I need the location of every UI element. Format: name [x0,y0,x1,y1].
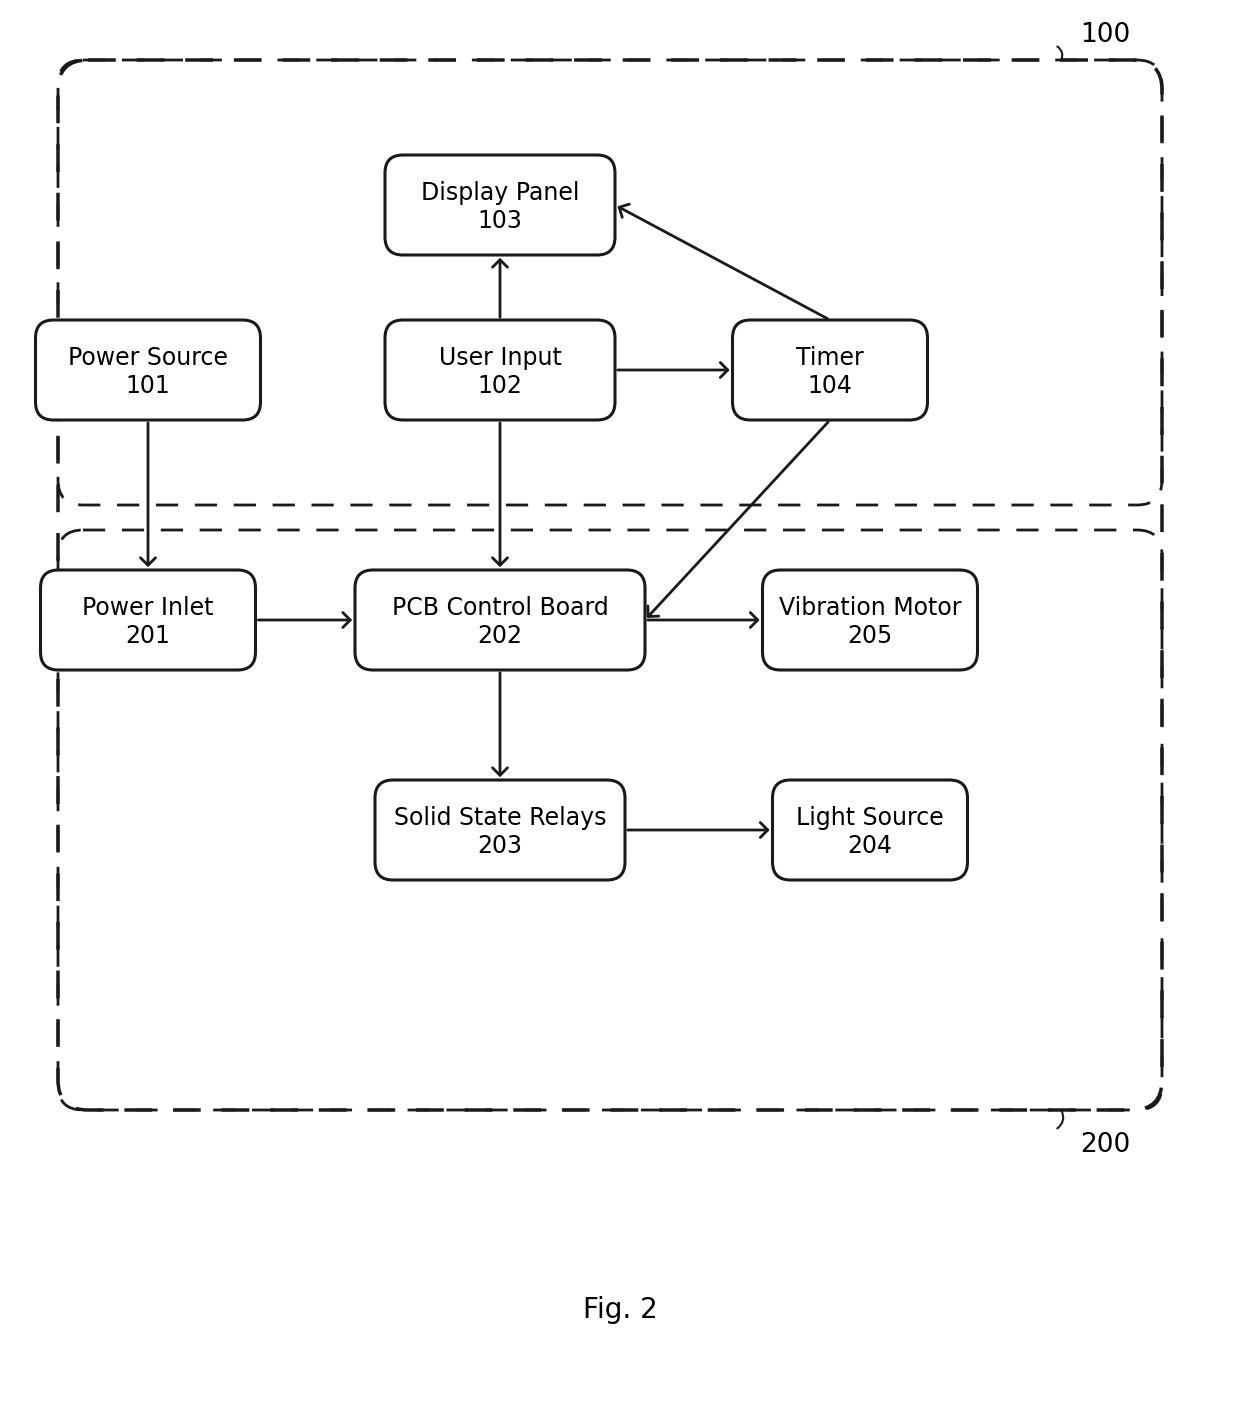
FancyBboxPatch shape [374,780,625,880]
FancyBboxPatch shape [41,570,255,670]
FancyBboxPatch shape [773,780,967,880]
Text: Vibration Motor: Vibration Motor [779,596,961,620]
FancyBboxPatch shape [733,321,928,420]
Text: 203: 203 [477,834,522,858]
Text: Display Panel: Display Panel [420,182,579,204]
Text: 102: 102 [477,375,522,397]
Text: PCB Control Board: PCB Control Board [392,596,609,620]
Text: Power Source: Power Source [68,346,228,370]
Text: Timer: Timer [796,346,864,370]
Text: 201: 201 [125,624,170,648]
Text: 104: 104 [807,375,852,397]
Text: 101: 101 [125,375,170,397]
Text: 205: 205 [847,624,893,648]
Text: Solid State Relays: Solid State Relays [394,806,606,830]
Text: 103: 103 [477,209,522,233]
Text: 202: 202 [477,624,522,648]
Text: Fig. 2: Fig. 2 [583,1296,657,1324]
Text: Light Source: Light Source [796,806,944,830]
FancyBboxPatch shape [384,155,615,255]
Text: 100: 100 [1080,23,1130,48]
Text: User Input: User Input [439,346,562,370]
Text: 200: 200 [1080,1132,1130,1158]
FancyBboxPatch shape [355,570,645,670]
Text: 204: 204 [847,834,893,858]
FancyBboxPatch shape [36,321,260,420]
FancyBboxPatch shape [763,570,977,670]
FancyBboxPatch shape [384,321,615,420]
Text: Power Inlet: Power Inlet [82,596,213,620]
